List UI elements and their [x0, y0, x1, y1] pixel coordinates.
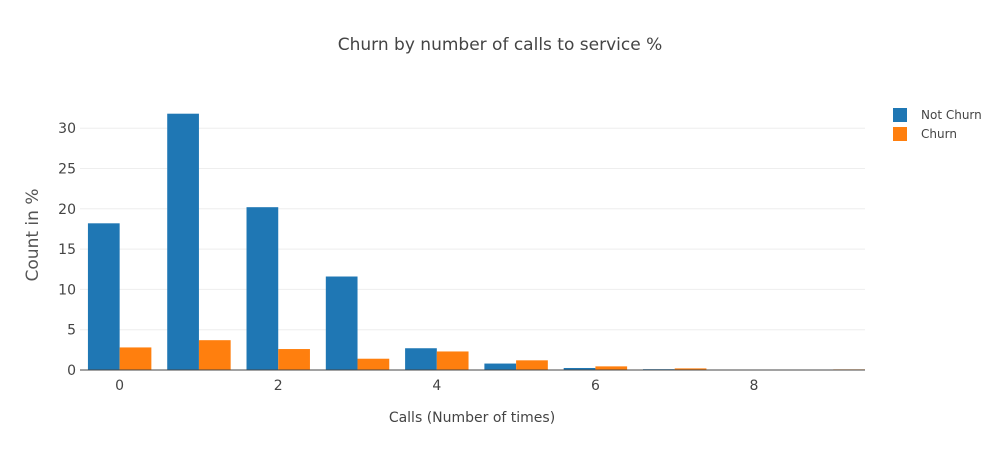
- bar-churn: [516, 360, 548, 370]
- bar-not-churn: [87, 223, 120, 370]
- bar-churn: [595, 366, 628, 370]
- bar-churn: [119, 347, 152, 370]
- x-tick-label: 2: [274, 378, 283, 394]
- bar-churn: [198, 340, 231, 370]
- bar-churn: [674, 368, 707, 370]
- y-tick-label: 20: [58, 202, 76, 218]
- y-axis-title: Count in %: [23, 189, 43, 282]
- bar-not-churn: [405, 348, 437, 370]
- y-tick-label: 30: [58, 121, 76, 137]
- y-gridlines: [80, 127, 865, 331]
- bar-not-churn: [563, 367, 596, 370]
- bar-not-churn: [484, 363, 517, 370]
- y-tick-label: 25: [58, 162, 76, 178]
- bar-churn: [278, 349, 310, 370]
- y-tick-label: 5: [67, 323, 76, 339]
- x-axis-title: Calls (Number of times): [389, 410, 555, 426]
- legend-swatch: [893, 127, 907, 141]
- bar-not-churn: [325, 276, 358, 370]
- y-tick-label: 0: [67, 363, 76, 379]
- bar-not-churn: [167, 113, 199, 370]
- x-tick-label: 8: [750, 378, 759, 394]
- bar-churn: [436, 351, 469, 370]
- bar-churn: [357, 358, 390, 370]
- x-tick-label: 0: [115, 378, 124, 394]
- legend-swatch: [893, 108, 907, 122]
- legend: Not Churn Churn: [893, 108, 982, 141]
- legend-label: Not Churn: [921, 108, 982, 122]
- y-tick-label: 15: [58, 242, 76, 258]
- bars-group: [87, 113, 865, 370]
- bar-not-churn: [246, 207, 279, 370]
- legend-label: Churn: [921, 127, 957, 141]
- chart-title: Churn by number of calls to service %: [338, 35, 662, 55]
- x-tick-label: 4: [432, 378, 441, 394]
- x-tick-labels: 0 2 4 6 8: [115, 378, 758, 394]
- y-tick-label: 10: [58, 282, 76, 298]
- x-tick-label: 6: [591, 378, 600, 394]
- y-tick-labels: 0 5 10 15 20 25 30: [58, 121, 76, 379]
